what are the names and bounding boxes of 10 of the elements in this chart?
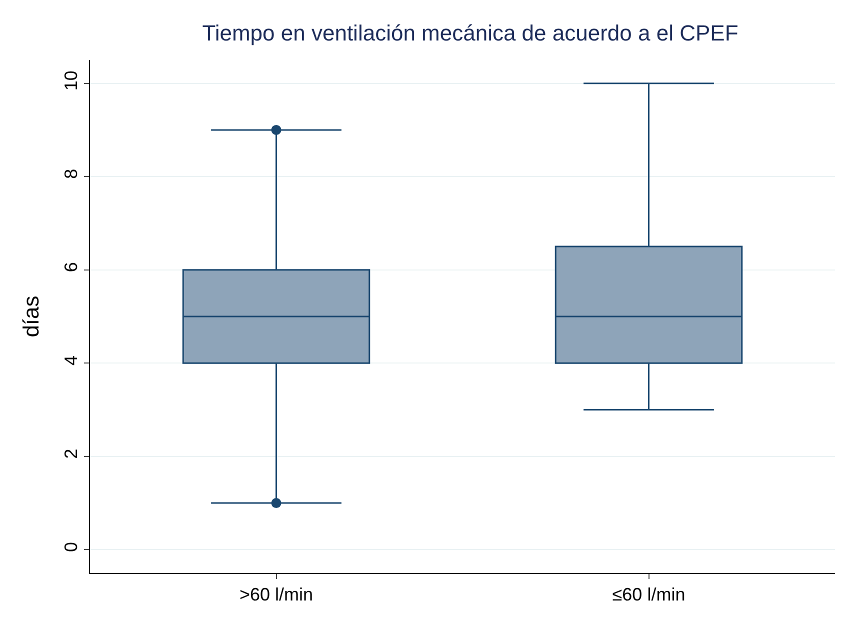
y-axis-title: días — [18, 296, 44, 338]
y-tick-label: 2 — [60, 448, 81, 459]
y-tick-label: 10 — [60, 70, 81, 91]
chart-title: Tiempo en ventilación mecánica de acuerdo a el CPEF — [202, 20, 738, 46]
y-tick-label: 4 — [60, 355, 81, 366]
y-tick-label: 6 — [60, 262, 81, 272]
y-tick-label: 0 — [60, 542, 81, 552]
x-tick-label: ≤60 l/min — [612, 584, 686, 605]
y-tick-label: 8 — [60, 168, 81, 179]
x-tick-label: >60 l/min — [239, 584, 314, 605]
